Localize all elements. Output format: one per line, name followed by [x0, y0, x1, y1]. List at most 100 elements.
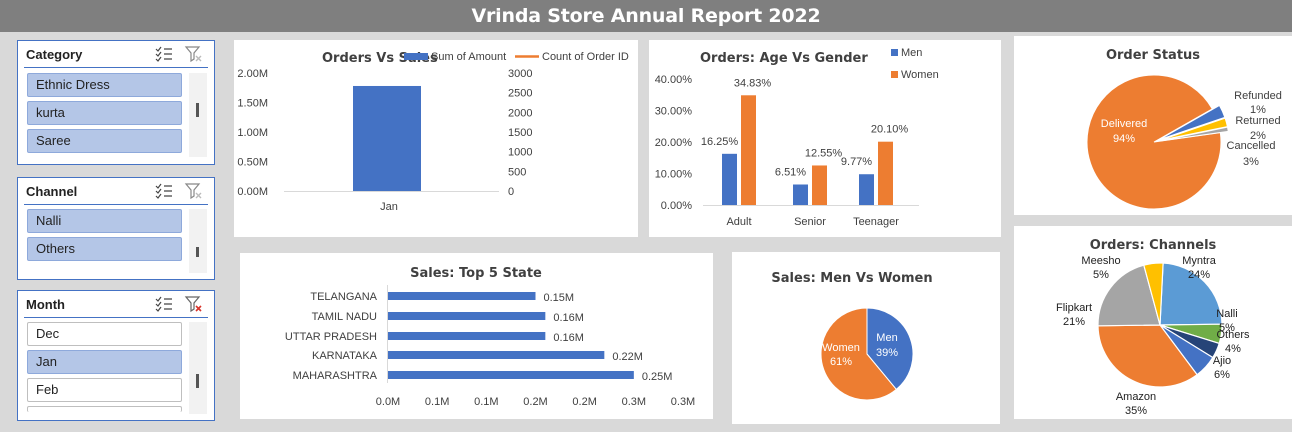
axis-tick-label: 1500: [508, 127, 532, 139]
axis-tick-label: 3000: [508, 68, 532, 80]
scrollbar-thumb[interactable]: [196, 247, 199, 257]
axis-tick-label: 0.00M: [237, 186, 268, 198]
top5-state-panel: Sales: Top 5 State TELANGANA 0.15M TAMIL NA…: [240, 253, 713, 419]
y-tick-label: TELANGANA: [310, 291, 377, 303]
data-label: 20.10%: [871, 124, 909, 136]
x-tick-label: 0.1M: [474, 396, 498, 408]
slicer-item[interactable]: Saree: [27, 129, 182, 153]
clear-filter-icon[interactable]: [184, 182, 204, 200]
pie-slice: [1097, 324, 1198, 388]
data-label: Nalli: [1216, 308, 1237, 320]
axis-tick-label: 2500: [508, 88, 532, 100]
pie-slice: [1143, 262, 1164, 326]
y-tick-label: TAMIL NADU: [312, 311, 377, 323]
bar: [353, 85, 421, 191]
data-label: 0.16M: [553, 332, 584, 344]
scrollbar[interactable]: [189, 209, 207, 273]
data-label: 6%: [1214, 369, 1230, 381]
data-label: 2%: [1250, 130, 1266, 142]
slicer-title: Month: [26, 297, 65, 312]
slicer-item[interactable]: kurta: [27, 101, 182, 125]
bar-women: [812, 165, 827, 205]
x-tick-label: Teenager: [853, 216, 899, 228]
data-label: Refunded: [1234, 90, 1282, 102]
slicer-item[interactable]: Ethnic Dress: [27, 73, 182, 97]
data-label: 0.25M: [642, 371, 673, 383]
slicer-item[interactable]: Nalli: [27, 209, 182, 233]
men-vs-women-chart: Sales: Men Vs Women Men 39% Women 61%: [771, 271, 933, 401]
data-label: 12.55%: [805, 147, 843, 159]
axis-tick-label: 20.00%: [655, 137, 693, 149]
order-status-panel: Order Status Delivered 94% Cancelled 3% Retur…: [1014, 36, 1292, 215]
data-label: Returned: [1235, 115, 1280, 127]
multi-select-icon[interactable]: [154, 182, 174, 200]
y-tick-label: MAHARASHTRA: [293, 370, 378, 382]
slicer-title: Channel: [26, 184, 78, 199]
x-tick-label: Senior: [794, 216, 826, 228]
multi-select-icon[interactable]: [154, 295, 174, 313]
legend-swatch: [891, 49, 898, 56]
x-tick-label: 0.0M: [376, 396, 400, 408]
orders-vs-sales-panel: Orders Vs Sales Sum of Amount Count of Ord…: [234, 40, 638, 237]
pie-slice: [1159, 117, 1228, 141]
axis-tick-label: 1000: [508, 147, 532, 159]
data-label: 0.15M: [544, 292, 575, 304]
category-slicer[interactable]: Category Ethnic Dress kurta Saree: [17, 40, 215, 165]
order-status-chart: Order Status Delivered 94% Cancelled 3% Retur…: [1086, 48, 1282, 210]
channel-slicer[interactable]: Channel Nalli Others: [17, 177, 215, 280]
data-label: 34.83%: [734, 77, 772, 89]
age-vs-gender-chart: Orders: Age Vs Gender Men Women 40.00% 30.00…: [655, 47, 939, 228]
bar-women: [741, 95, 756, 205]
data-label: 24%: [1188, 269, 1210, 281]
scrollbar[interactable]: [189, 73, 207, 157]
pie-slice: [1159, 262, 1223, 326]
x-tick-label: 0.2M: [523, 396, 547, 408]
slicer-item-selected[interactable]: Jan: [27, 350, 182, 374]
slicer-item[interactable]: Others: [27, 237, 182, 261]
top5-state-chart: Sales: Top 5 State TELANGANA 0.15M TAMIL NA…: [285, 266, 695, 408]
slicer-item[interactable]: Feb: [27, 378, 182, 402]
pie-slice: [1159, 126, 1229, 142]
slicer-title: Category: [26, 47, 83, 62]
bar: [388, 332, 546, 340]
axis-tick-label: 1.00M: [237, 127, 268, 139]
chart-title: Sales: Top 5 State: [410, 266, 542, 281]
pie-slice: [1097, 264, 1161, 327]
data-label: 94%: [1113, 133, 1135, 145]
scrollbar-thumb[interactable]: [196, 103, 199, 117]
scrollbar-thumb[interactable]: [196, 374, 199, 388]
bar: [388, 292, 536, 300]
clear-filter-icon[interactable]: [184, 45, 204, 63]
data-label: Myntra: [1182, 255, 1217, 267]
chart-title: Order Status: [1106, 48, 1200, 63]
chart-title: Sales: Men Vs Women: [771, 271, 932, 286]
bar: [388, 351, 605, 359]
month-slicer[interactable]: Month Dec Jan Feb: [17, 290, 215, 421]
slicer-item[interactable]: Dec: [27, 322, 182, 346]
data-label: 5%: [1219, 322, 1235, 334]
clear-filter-icon[interactable]: [184, 295, 204, 313]
axis-tick-label: 1.50M: [237, 98, 268, 110]
bar-women: [878, 141, 893, 205]
pie-slice: [1086, 74, 1222, 210]
scrollbar[interactable]: [189, 322, 207, 414]
men-vs-women-panel: Sales: Men Vs Women Men 39% Women 61%: [732, 252, 1000, 424]
chart-title: Orders: Channels: [1090, 238, 1217, 253]
x-tick-label: 0.2M: [572, 396, 596, 408]
axis-tick-label: 2000: [508, 107, 532, 119]
data-label: Men: [876, 332, 897, 344]
pie-slice: [1159, 104, 1226, 141]
slicer-item-partial[interactable]: [27, 406, 182, 412]
data-label: Delivered: [1101, 118, 1147, 130]
multi-select-icon[interactable]: [154, 45, 174, 63]
data-label: 0.16M: [553, 312, 584, 324]
x-tick-label: Adult: [726, 216, 751, 228]
bar-men: [859, 174, 874, 205]
data-label: 39%: [876, 347, 898, 359]
data-label: 6.51%: [775, 166, 806, 178]
x-tick-label: 0.3M: [671, 396, 695, 408]
x-tick-label: Jan: [380, 201, 398, 213]
data-label: 9.77%: [841, 156, 872, 168]
legend-label: Sum of Amount: [431, 51, 506, 63]
